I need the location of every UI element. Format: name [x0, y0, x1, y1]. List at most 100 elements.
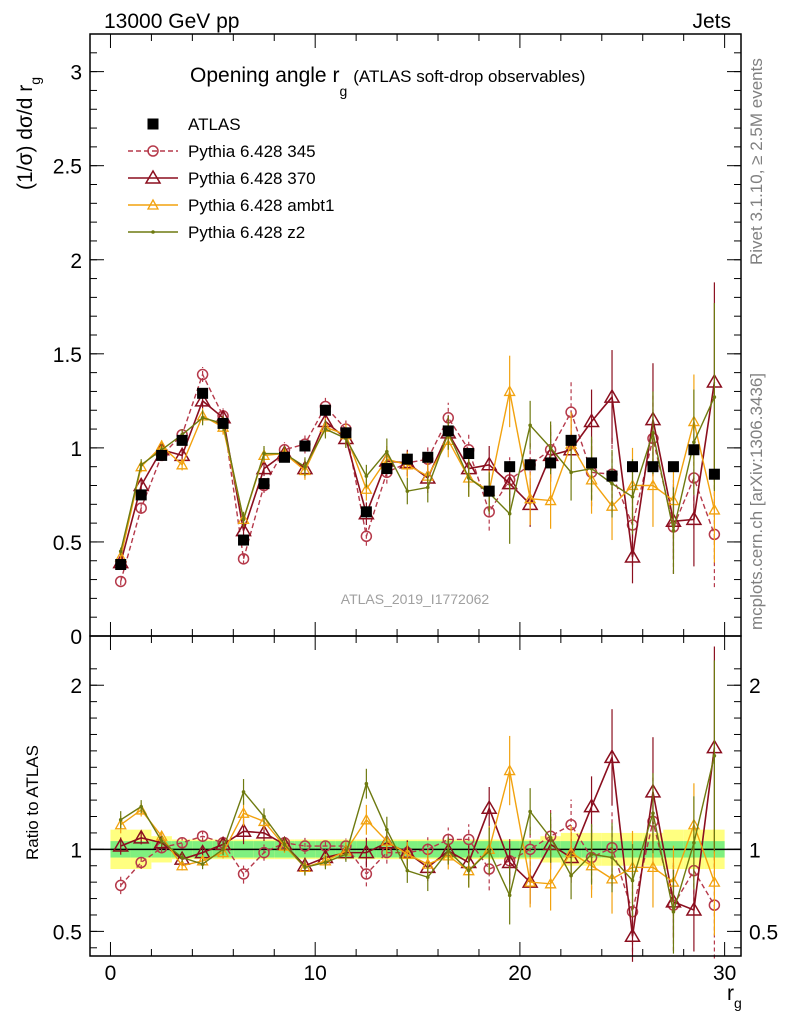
main-point-z2	[610, 481, 614, 486]
main-point-z2	[630, 494, 635, 499]
ratio-point-z2	[118, 817, 123, 822]
ratio-point-p345	[258, 846, 270, 859]
ratio-point-p370	[235, 822, 252, 838]
ratio-point-p345	[237, 868, 250, 880]
ratio-point-z2	[630, 878, 635, 883]
main-point-atlas	[115, 559, 127, 571]
legend-label-ambt1: Pythia 6.428 ambt1	[188, 196, 334, 215]
ratio-xtick-label: 0	[105, 962, 117, 985]
main-point-atlas	[586, 457, 598, 469]
main-point-atlas	[340, 427, 352, 439]
main-point-p370	[603, 388, 621, 403]
main-point-p345	[135, 502, 147, 514]
ratio-point-z2	[692, 840, 696, 845]
ratio-point-z2	[323, 860, 328, 865]
main-ylabel-text: (1/σ) dσ/d r	[14, 85, 37, 190]
main-point-p370	[624, 548, 641, 563]
ratio-line-p370	[120, 747, 716, 937]
main-point-atlas	[319, 404, 331, 416]
ratio-point-p345	[524, 843, 536, 856]
ratio-point-z2	[200, 862, 205, 866]
main-plot: 0 0.5 1 1.5 2 2.5 3	[53, 33, 742, 649]
header-process: 13000 GeV pp	[104, 10, 239, 33]
main-point-atlas	[565, 434, 577, 446]
svg-text:rg: rg	[727, 982, 742, 1011]
main-point-ambt1	[524, 492, 537, 504]
legend: ATLAS Pythia 6.428 345 Pythia 6.428 370 Pyt…	[128, 115, 334, 242]
ratio-point-p370	[112, 837, 130, 852]
ratio-point-z2	[303, 865, 307, 870]
main-point-p345	[360, 530, 373, 543]
ratio-point-ambt1	[380, 834, 393, 846]
main-ytick-label: 0.5	[53, 532, 82, 555]
main-point-atlas	[258, 478, 270, 490]
main-point-z2	[548, 446, 553, 450]
ratio-xtick-label: 20	[508, 962, 531, 985]
main-point-z2	[528, 423, 532, 428]
ratio-point-p345	[176, 837, 188, 849]
title-suffix: (ATLAS soft-drop observables)	[353, 67, 585, 86]
main-point-ambt1	[646, 479, 660, 491]
ratio-point-z2	[446, 849, 451, 853]
legend-marker-p370	[144, 169, 162, 184]
ratio-ytick-label-right: 1	[749, 839, 761, 862]
ratio-xtick-label: 10	[304, 962, 327, 985]
main-point-z2	[262, 451, 266, 456]
legend-label-p345: Pythia 6.428 345	[188, 142, 316, 161]
ratio-point-z2	[589, 852, 594, 857]
ratio-point-ambt1	[503, 764, 516, 776]
main-point-p370	[194, 392, 211, 407]
ratio-point-ambt1	[176, 859, 189, 871]
main-point-p345	[114, 575, 127, 588]
svg-text:(1/σ) dσ/d rg: (1/σ) dσ/d rg	[14, 77, 43, 190]
main-point-atlas	[647, 461, 659, 473]
title-subscript: g	[339, 83, 347, 99]
ratio-point-ambt1	[544, 877, 557, 889]
main-point-atlas	[135, 489, 147, 501]
ratio-point-ambt1	[135, 803, 148, 815]
main-point-ambt1	[503, 385, 516, 397]
main-point-atlas	[238, 534, 250, 546]
ratio-point-p345	[196, 830, 209, 842]
xlabel-text: r	[727, 982, 734, 1005]
ratio-point-ambt1	[216, 846, 230, 858]
main-point-z2	[118, 549, 123, 554]
ratio-point-ambt1	[646, 861, 660, 873]
ratio-ytick-label: 1	[70, 839, 82, 862]
main-point-p370	[685, 510, 703, 526]
legend-marker-atlas	[147, 118, 159, 130]
ratio-point-p370	[132, 829, 150, 844]
ratio-point-ambt1	[708, 875, 721, 887]
main-point-z2	[364, 474, 369, 478]
ratio-point-z2	[610, 855, 614, 860]
ratio-point-z2	[180, 855, 184, 860]
ratio-ytick-label: 2	[70, 675, 82, 698]
legend-label-z2: Pythia 6.428 z2	[188, 223, 305, 242]
main-point-atlas	[442, 425, 454, 437]
main-point-atlas	[401, 453, 413, 465]
main-point-atlas	[545, 457, 557, 469]
ratio-line-z2	[120, 755, 716, 912]
main-point-atlas	[483, 485, 495, 497]
analysis-watermark: ATLAS_2019_I1772062	[341, 591, 490, 607]
ratio-ytick-label-right: 2	[749, 675, 761, 698]
main-point-atlas	[606, 470, 618, 482]
xlabel-subscript: g	[734, 995, 742, 1011]
ratio-point-z2	[671, 909, 676, 914]
main-point-atlas	[360, 506, 372, 518]
main-point-atlas	[708, 468, 720, 480]
ratio-point-z2	[344, 852, 348, 857]
ratio-point-z2	[712, 753, 717, 758]
ratio-point-p370	[358, 844, 375, 859]
main-ytick-label: 1	[70, 438, 82, 461]
legend-marker-z2	[151, 230, 155, 234]
main-ytick-label: 2	[70, 250, 82, 273]
ratio-point-z2	[262, 814, 266, 819]
ratio-point-z2	[139, 804, 143, 809]
ratio-ylabel: Ratio to ATLAS	[23, 745, 42, 860]
ratio-point-z2	[282, 842, 287, 847]
ratio-point-z2	[548, 836, 553, 840]
main-point-atlas	[156, 449, 168, 461]
legend-label-p370: Pythia 6.428 370	[188, 169, 316, 188]
main-point-ambt1	[360, 482, 373, 494]
